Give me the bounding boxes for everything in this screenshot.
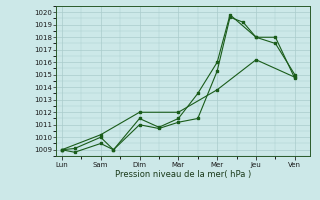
X-axis label: Pression niveau de la mer( hPa ): Pression niveau de la mer( hPa ) <box>115 170 251 179</box>
